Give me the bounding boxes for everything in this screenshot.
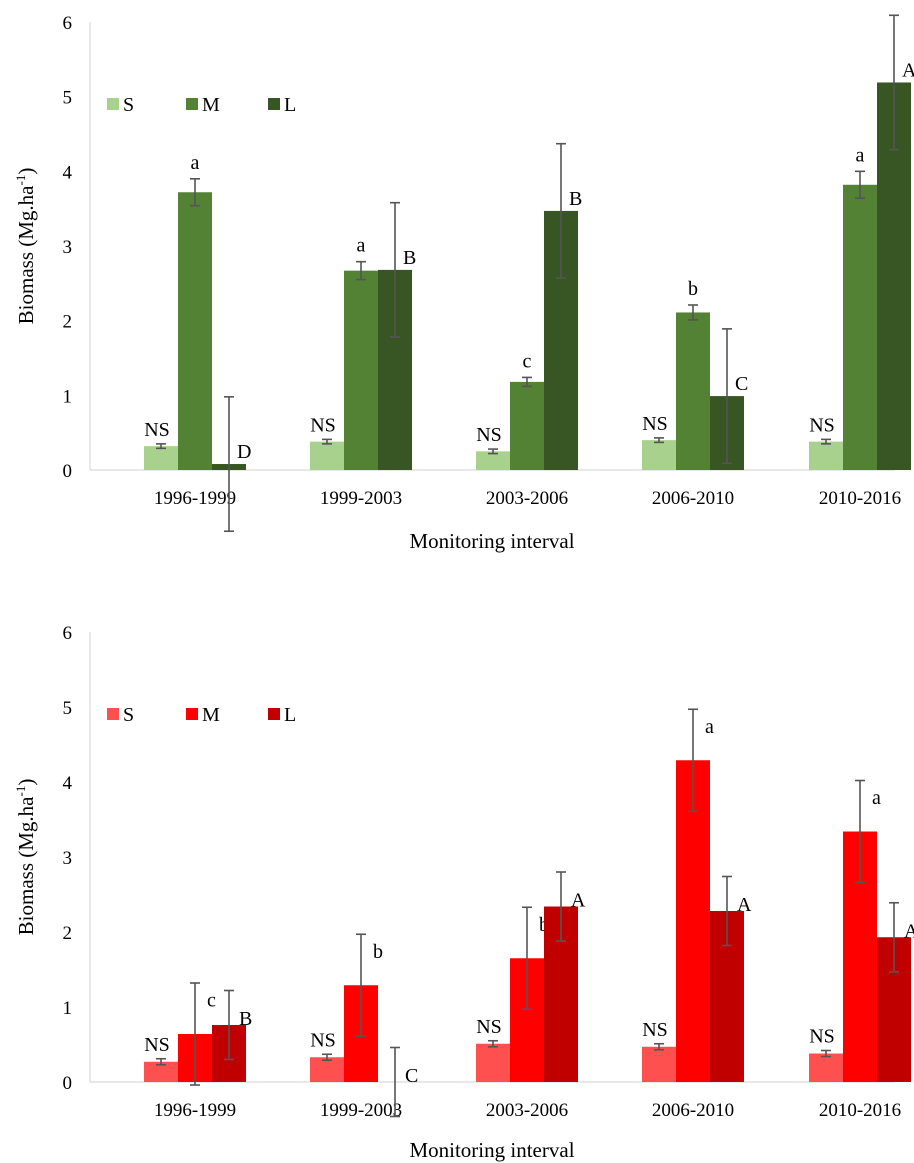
x-axis-title: Monitoring interval [409,1138,574,1162]
legend-item-l: L [268,704,296,726]
significance-label: NS [476,1016,502,1038]
legend-label: S [123,704,134,726]
legend-item-m: M [186,94,220,116]
significance-label: C [735,373,748,395]
legend-label: M [202,94,220,116]
x-tick-label: 1999-2003 [320,488,402,509]
significance-label: D [237,441,251,463]
legend-item-s: S [107,704,134,726]
bar-s-2003-2006 [476,1043,510,1082]
legend-swatch [107,98,119,110]
y-tick-label: 2 [63,923,73,944]
y-tick-label: 6 [63,13,73,34]
bar-s-2010-2016 [809,441,843,470]
legend-swatch [186,708,198,720]
bar-m-2006-2010 [676,760,710,1082]
legend-label: L [284,704,296,726]
x-tick-label: 1999-2003 [320,1100,402,1121]
significance-label: B [569,188,582,210]
bar-m-2003-2006 [510,381,544,470]
bar-s-1996-1999 [144,1061,178,1082]
bar-m-2010-2016 [843,184,877,471]
significance-label: c [523,350,532,372]
significance-label: b [373,941,383,963]
significance-label: A [571,890,586,912]
significance-label: a [872,787,881,809]
bar-s-2003-2006 [476,451,510,470]
legend-item-m: M [186,704,220,726]
significance-label: a [705,716,714,738]
significance-label: NS [476,424,502,446]
significance-label: a [191,152,200,174]
legend-label: S [123,94,134,116]
legend-item-s: S [107,94,134,116]
significance-label: A [737,894,752,916]
significance-label: b [688,278,698,300]
significance-label: a [357,235,366,257]
y-tick-label: 0 [63,1073,73,1094]
bar-m-2006-2010 [676,312,710,470]
significance-label: NS [809,414,835,436]
y-tick-label: 3 [63,237,73,258]
significance-label: C [405,1065,418,1087]
chart-panel-2: 0 1 2 3 4 5 6 1996-1999 1999-2003 2003-2006 2006-2… [13,623,914,1162]
significance-label: NS [310,414,336,436]
significance-label: NS [144,419,170,441]
x-axis-title: Monitoring interval [409,529,574,553]
y-tick-label: 2 [63,312,73,333]
significance-label: a [856,144,865,166]
bar-s-1996-1999 [144,446,178,470]
legend-item-l: L [268,94,296,116]
significance-label: A [904,920,914,942]
significance-label: B [239,1008,252,1030]
y-axis-title: Biomass (Mg.ha-1) [13,779,38,936]
significance-label: c [207,990,216,1012]
legend-label: L [284,94,296,116]
significance-label: NS [144,1034,170,1056]
legend-swatch [268,708,280,720]
x-tick-label: 2003-2006 [486,488,568,509]
significance-label: B [403,247,416,269]
y-tick-label: 6 [63,623,73,644]
bar-s-1999-2003 [310,441,344,470]
significance-label: NS [642,1019,668,1041]
bar-s-2010-2016 [809,1053,843,1082]
legend-swatch [186,98,198,110]
x-tick-label: 2006-2010 [652,488,734,509]
significance-label: NS [642,413,668,435]
y-axis-title: Biomass (Mg.ha-1) [13,168,38,325]
bar-s-2006-2010 [642,1046,676,1082]
y-tick-label: 4 [63,162,73,183]
y-tick-label: 5 [63,88,73,109]
significance-label: NS [310,1029,336,1051]
y-tick-label: 3 [63,848,73,869]
y-tick-label: 0 [63,461,73,482]
y-tick-label: 4 [63,773,73,794]
bar-s-2006-2010 [642,440,676,470]
y-tick-label: 5 [63,698,73,719]
legend-swatch [268,98,280,110]
legend-swatch [107,708,119,720]
x-tick-label: 2003-2006 [486,1100,568,1121]
y-tick-label: 1 [63,386,73,407]
x-tick-label: 2006-2010 [652,1100,734,1121]
significance-label: NS [809,1026,835,1048]
y-tick-label: 1 [63,998,73,1019]
bar-s-1999-2003 [310,1057,344,1082]
bar-m-1999-2003 [344,270,378,470]
x-tick-label: 1996-1999 [154,488,236,509]
legend-label: M [202,704,220,726]
x-tick-label: 2010-2016 [819,1100,901,1121]
x-tick-label: 1996-1999 [154,1100,236,1121]
chart-panel-1: 0 1 2 3 4 5 6 1996-1999 1999-2003 2003-2006 2006-2… [13,13,914,553]
x-tick-label: 2010-2016 [819,488,901,509]
significance-label: A [902,59,914,81]
bar-m-1996-1999 [178,192,212,471]
